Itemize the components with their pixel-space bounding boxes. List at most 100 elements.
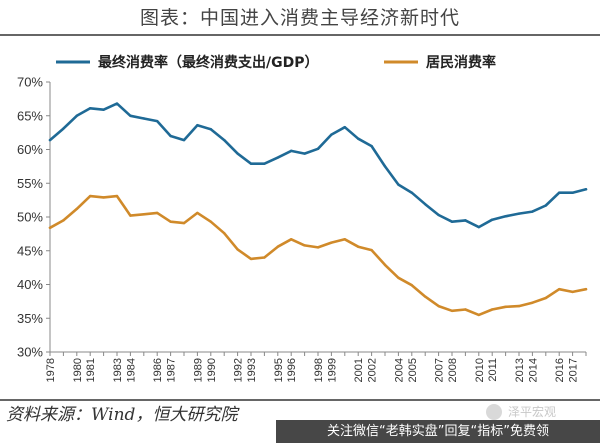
data-point-series-1 [263,162,266,165]
data-point-series-2 [48,226,52,229]
data-point-series-1 [129,114,132,117]
data-point-series-1 [182,138,186,142]
data-point-series-2 [450,309,454,313]
x-tick-label: 1987 [166,358,178,382]
data-point-series-1 [370,144,373,148]
data-point-series-2 [62,219,65,222]
x-tick-label: 2001 [353,358,365,382]
data-point-series-2 [115,194,119,198]
data-point-series-1 [62,127,65,130]
x-tick-label: 2002 [367,358,379,382]
series-line-1 [48,102,588,229]
data-point-series-1 [517,212,521,215]
x-tick-label: 1981 [85,358,97,382]
data-point-series-2 [330,241,333,244]
data-point-series-1 [75,114,79,117]
data-point-series-2 [531,301,534,304]
data-point-series-1 [531,210,534,213]
footer-divider [0,399,600,401]
title-divider [0,34,600,36]
data-point-series-2 [142,213,145,216]
data-point-series-1 [48,138,52,142]
data-point-series-2 [263,256,266,259]
data-point-series-1 [316,147,320,151]
x-tick-label: 2005 [407,358,419,382]
data-point-series-2 [517,304,521,308]
promo-banner: 关注微信“老韩实盘”回复“指标”免费领 [276,420,600,443]
data-point-series-1 [571,191,574,194]
data-point-series-1 [249,162,253,165]
x-tick-label: 1995 [273,358,285,382]
data-point-series-1 [196,124,199,127]
x-tick-label: 1993 [246,358,258,382]
x-tick-label: 2010 [474,358,486,382]
data-point-series-1 [464,219,467,222]
data-point-series-1 [330,133,333,136]
x-tick-label: 1996 [286,358,298,382]
y-tick-label: 45% [17,243,43,258]
data-point-series-1 [223,138,226,142]
series-lines [48,102,588,317]
data-point-series-1 [89,107,92,110]
data-point-series-2 [182,221,186,225]
data-point-series-1 [290,149,293,153]
data-point-series-2 [370,248,373,252]
y-tick-label: 40% [17,277,43,292]
data-point-series-2 [303,244,306,247]
data-point-series-2 [571,290,574,294]
data-point-series-1 [209,128,212,131]
data-point-series-1 [544,204,547,207]
data-point-series-2 [357,245,360,248]
data-point-series-2 [491,308,494,311]
y-tick-label: 65% [17,108,43,123]
x-tick-label: 1990 [206,358,218,382]
legend-label-1: 最终消费率（最终消费支出/GDP） [98,54,319,71]
data-point-series-2 [89,194,92,198]
data-point-series-1 [115,102,119,105]
data-point-series-2 [129,214,132,217]
chart-title: 图表：中国进入消费主导经济新时代 [139,7,460,29]
x-tick-label: 1980 [72,358,84,382]
x-tick-label: 2008 [447,358,459,382]
data-point-series-1 [357,137,360,140]
data-point-series-1 [437,213,440,217]
data-point-series-1 [424,202,427,206]
data-point-series-1 [276,156,279,159]
y-tick-label: 35% [17,311,43,326]
data-point-series-1 [156,119,159,123]
x-tick-label: 2017 [568,358,580,382]
y-tick-label: 30% [17,345,43,360]
data-point-series-1 [584,188,588,191]
x-tick-label: 2007 [434,358,446,382]
data-point-series-2 [316,246,320,249]
data-point-series-1 [303,152,306,155]
x-tick-label: 2004 [393,358,405,382]
data-point-series-2 [410,283,413,287]
x-tick-label: 1998 [313,358,325,382]
data-point-series-1 [477,225,480,229]
x-tick-label: 1989 [192,358,204,382]
data-point-series-2 [102,196,105,199]
data-point-series-2 [249,257,253,261]
x-tick-label: 2016 [554,358,566,382]
source-note: 资料来源：Wind，恒大研究院 [6,405,238,425]
data-point-series-2 [223,232,226,235]
line-chart: 最终消费率（最终消费支出/GDP） 居民消费率 30% 35% 40% 45% 50% 55… [17,54,588,382]
watermark-text: 泽平宏观 [508,405,557,419]
data-point-series-2 [504,305,507,308]
data-point-series-1 [383,165,387,168]
legend: 最终消费率（最终消费支出/GDP） 居民消费率 [56,54,496,71]
series-line-2 [48,194,588,317]
data-point-series-2 [196,211,199,215]
data-point-series-2 [209,220,212,223]
x-tick-label: 2014 [527,358,539,382]
x-tick-label: 1986 [152,358,164,382]
data-point-series-2 [156,211,159,215]
x-tick-label: 1992 [233,358,245,382]
data-point-series-2 [437,304,440,308]
data-point-series-1 [102,108,105,111]
x-axis: 1978 1980 1981 1983 1984 1986 1987 1989 1990 1992… [45,351,587,382]
data-point-series-1 [142,117,145,120]
data-point-series-2 [397,276,400,279]
y-axis: 30% 35% 40% 45% 50% 55% 60% 65% 70% [17,75,51,360]
